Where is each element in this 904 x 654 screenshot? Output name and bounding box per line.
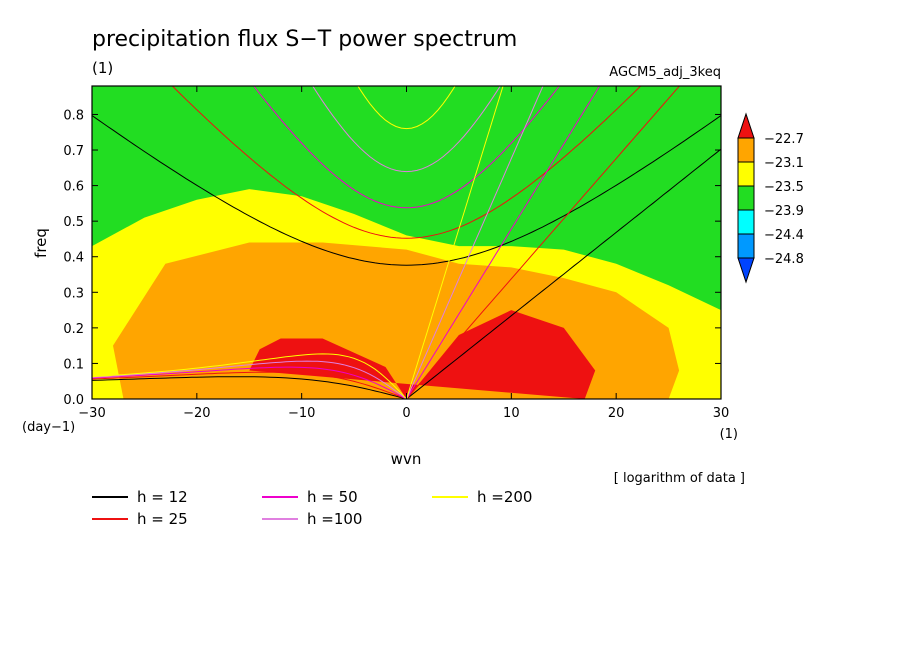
- rossby-curve-50: [92, 366, 407, 399]
- colorbar-swatch: [737, 185, 755, 211]
- colorbar-level-label: −22.7: [764, 132, 804, 147]
- x-tick-label: 0: [402, 406, 410, 421]
- colorbar: −22.7 −23.1 −23.5 −23.9 −24.4 −24.8: [737, 112, 804, 284]
- y-unit-label: (day−1): [22, 420, 75, 435]
- colorbar-swatch: [737, 209, 755, 235]
- x-axis: −30 −20 −10 0 10 20 30: [78, 86, 729, 421]
- legend-label: h =200: [477, 488, 532, 506]
- log-note: [ logarithm of data ]: [614, 471, 745, 486]
- colorbar-swatch: [737, 161, 755, 187]
- x-tick-label: 10: [503, 406, 520, 421]
- x-tick-label: −10: [288, 406, 315, 421]
- contour-band-green: [92, 86, 721, 311]
- contour-band-red: [249, 310, 596, 399]
- x-tick-label: 20: [608, 406, 625, 421]
- dataset-label: AGCM5_adj_3keq: [609, 65, 721, 80]
- kelvin-curve-25: [406, 86, 681, 399]
- x-tick-label: 30: [713, 406, 730, 421]
- x-unit-label: (1): [720, 427, 738, 442]
- y-axis: 0.0 0.1 0.2 0.3 0.4 0.5 0.6 0.7 0.8: [63, 108, 721, 408]
- colorbar-swatch: [737, 233, 755, 259]
- colorbar-level-label: −23.1: [764, 156, 804, 171]
- y-tick-label: 0.6: [63, 180, 84, 195]
- ig-curve-200: [357, 86, 456, 130]
- y-axis-label: freq: [32, 228, 50, 258]
- ig-curve-12: [92, 115, 721, 266]
- kelvin-curve-200: [406, 86, 504, 399]
- colorbar-level-label: −23.5: [764, 180, 804, 195]
- kelvin-curve-12: [406, 148, 721, 399]
- kelvin-curve-100: [406, 86, 544, 399]
- x-tick-label: −20: [183, 406, 210, 421]
- legend-label: h = 50: [307, 488, 358, 506]
- y-tick-label: 0.4: [63, 251, 84, 266]
- rossby-curve-12: [92, 376, 407, 399]
- colorbar-level-label: −24.8: [764, 252, 804, 267]
- y-tick-label: 0.3: [63, 286, 84, 301]
- unit-label-left: (1): [92, 59, 113, 77]
- x-axis-label: wvn: [391, 450, 422, 468]
- colorbar-min-arrow: [737, 257, 755, 284]
- y-tick-label: 0.5: [63, 215, 84, 230]
- legend: h = 12 h = 25 h = 50 h =100 h =200: [92, 488, 532, 528]
- legend-label: h =100: [307, 510, 362, 528]
- contour-fills: [92, 86, 721, 399]
- y-tick-label: 0.2: [63, 322, 84, 337]
- ig-curve-50: [253, 86, 560, 209]
- y-tick-label: 0.0: [63, 393, 84, 408]
- rossby-curve-100: [92, 360, 407, 399]
- legend-label: h = 12: [137, 488, 188, 506]
- rossby-curve-200: [92, 353, 407, 399]
- y-tick-label: 0.7: [63, 144, 84, 159]
- colorbar-level-label: −24.4: [764, 228, 804, 243]
- rossby-curve-25: [92, 371, 407, 399]
- ig-curve-100: [312, 86, 501, 173]
- dispersion-curves: [92, 86, 721, 399]
- y-tick-label: 0.1: [63, 357, 84, 372]
- y-tick-label: 0.8: [63, 108, 84, 123]
- colorbar-max-arrow: [737, 112, 755, 139]
- ig-curve-25: [171, 86, 642, 239]
- x-tick-label: −30: [78, 406, 105, 421]
- colorbar-swatch: [737, 137, 755, 163]
- chart-title: precipitation flux S−T power spectrum: [92, 27, 517, 52]
- kelvin-curve-50: [406, 86, 601, 399]
- colorbar-level-label: −23.9: [764, 204, 804, 219]
- legend-label: h = 25: [137, 510, 188, 528]
